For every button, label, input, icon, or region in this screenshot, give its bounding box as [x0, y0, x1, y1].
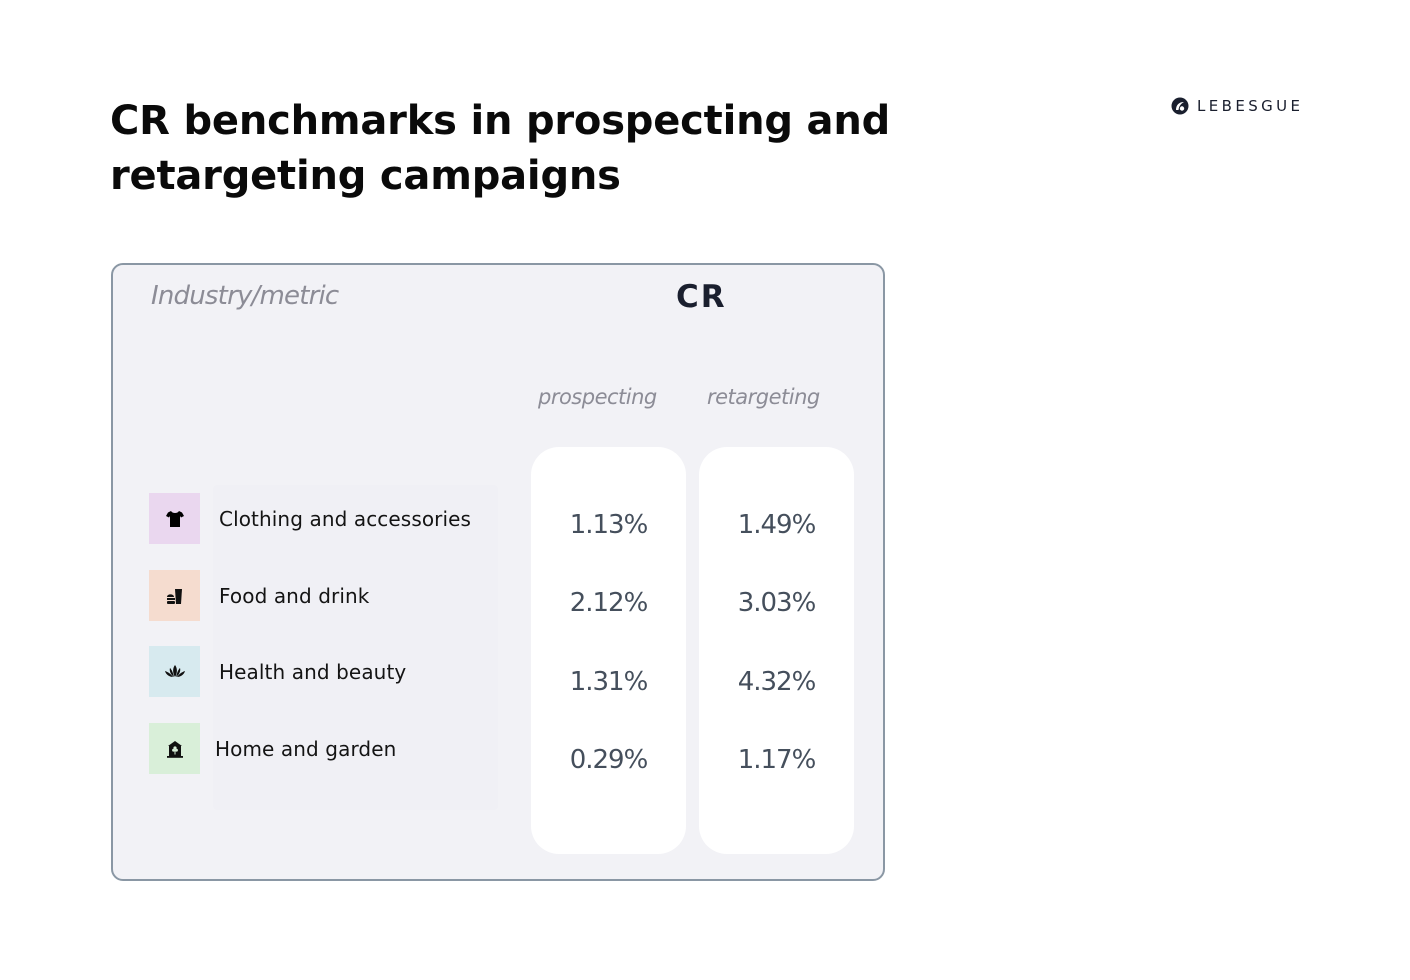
corner-header: Industry/metric [151, 281, 339, 311]
table-row: Health and beauty [149, 646, 406, 697]
prospecting-column: 1.13% 2.12% 1.31% 0.29% [531, 447, 686, 854]
icon-box [149, 493, 200, 544]
benchmark-table: Industry/metric CR prospecting retargeti… [111, 263, 885, 881]
cr-value: 1.17% [737, 745, 817, 775]
cr-value: 2.12% [569, 588, 649, 618]
brand: LEBESGUE [1171, 97, 1303, 115]
label-panel [213, 485, 498, 810]
icon-box [149, 723, 200, 774]
industry-label: Food and drink [219, 583, 370, 608]
table-row: Food and drink [149, 570, 369, 621]
cr-value: 4.32% [737, 667, 817, 697]
food-drink-icon [166, 588, 182, 604]
page-title: CR benchmarks in prospecting and retarge… [110, 98, 891, 199]
industry-label: Home and garden [215, 736, 397, 761]
industry-label: Clothing and accessories [219, 506, 472, 531]
lebesgue-logo-icon [1171, 97, 1189, 115]
icon-box [149, 570, 200, 621]
tshirt-icon [165, 510, 184, 527]
cr-value: 3.03% [737, 588, 817, 618]
house-plant-icon [166, 740, 183, 758]
cr-value: 1.13% [569, 510, 649, 540]
column-header-prospecting: prospecting [538, 385, 657, 409]
table-row: Clothing and accessories [149, 493, 471, 544]
icon-box [149, 646, 200, 697]
retargeting-column: 1.49% 3.03% 4.32% 1.17% [699, 447, 854, 854]
cr-value: 1.31% [569, 667, 649, 697]
brand-name: LEBESGUE [1197, 97, 1304, 115]
column-header-retargeting: retargeting [707, 385, 820, 409]
lotus-icon [164, 664, 185, 677]
metric-header: CR [676, 279, 727, 315]
table-row: Home and garden [149, 723, 396, 774]
industry-label: Health and beauty [219, 659, 407, 684]
cr-value: 1.49% [737, 510, 817, 540]
cr-value: 0.29% [569, 745, 649, 775]
